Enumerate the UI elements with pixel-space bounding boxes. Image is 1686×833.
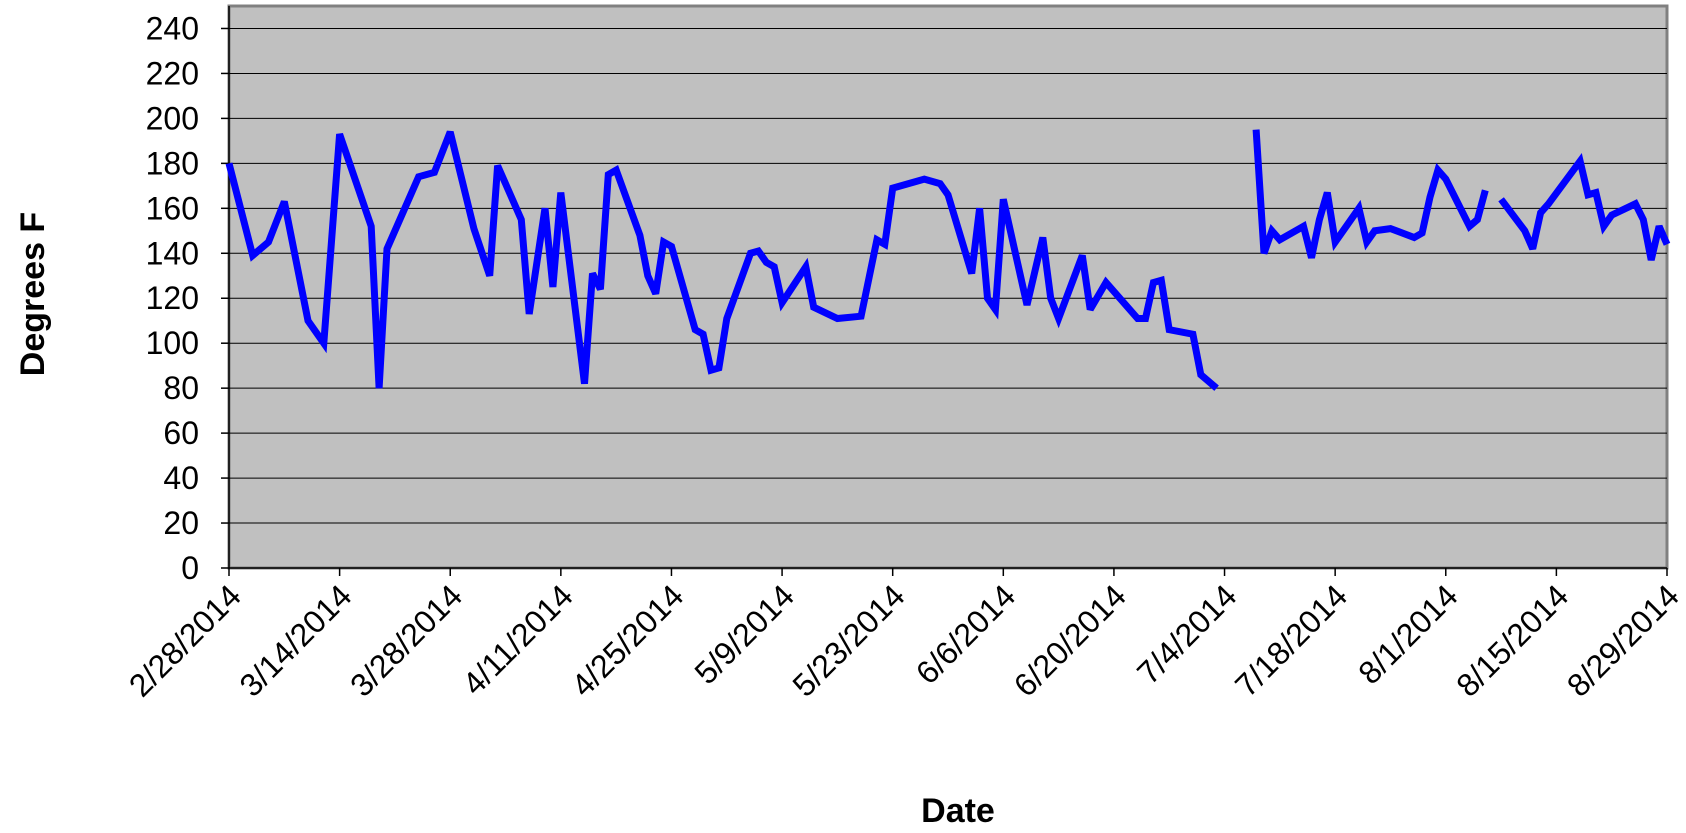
y-tick-label: 200	[146, 100, 199, 136]
x-tick-label: 3/14/2014	[232, 577, 358, 703]
x-axis-title: Date	[921, 792, 995, 830]
y-tick-label: 80	[163, 370, 199, 406]
x-tick-label: 8/1/2014	[1351, 577, 1465, 691]
x-tick-label: 6/20/2014	[1007, 577, 1133, 703]
plot-area	[227, 4, 1669, 570]
y-tick-label: 220	[146, 55, 199, 91]
x-tick-label: 3/28/2014	[343, 577, 469, 703]
y-tick-label: 60	[163, 415, 199, 451]
x-tick-label: 6/6/2014	[909, 577, 1023, 691]
x-tick-label: 4/25/2014	[564, 577, 690, 703]
x-tick-label: 2/28/2014	[122, 577, 248, 703]
x-tick-label: 8/29/2014	[1560, 577, 1686, 703]
x-tick-label: 4/11/2014	[455, 577, 579, 701]
y-tick-label: 120	[146, 280, 199, 316]
x-tick-label: 8/15/2014	[1449, 577, 1575, 703]
y-tick-label: 140	[146, 235, 199, 271]
y-tick-label: 240	[146, 10, 199, 46]
x-tick-label: 5/9/2014	[687, 577, 801, 691]
y-tick-label: 100	[146, 325, 199, 361]
y-tick-label: 180	[146, 145, 199, 181]
y-tick-label: 20	[163, 505, 199, 541]
y-tick-label: 160	[146, 190, 199, 226]
y-tick-label: 0	[181, 550, 199, 586]
x-tick-label: 7/4/2014	[1130, 577, 1244, 691]
x-tick-label: 7/18/2014	[1228, 577, 1354, 703]
y-axis-title: Degrees F	[14, 212, 52, 376]
data-line	[225, 129, 1671, 391]
y-tick-label: 40	[163, 460, 199, 496]
x-tick-label: 5/23/2014	[786, 577, 912, 703]
